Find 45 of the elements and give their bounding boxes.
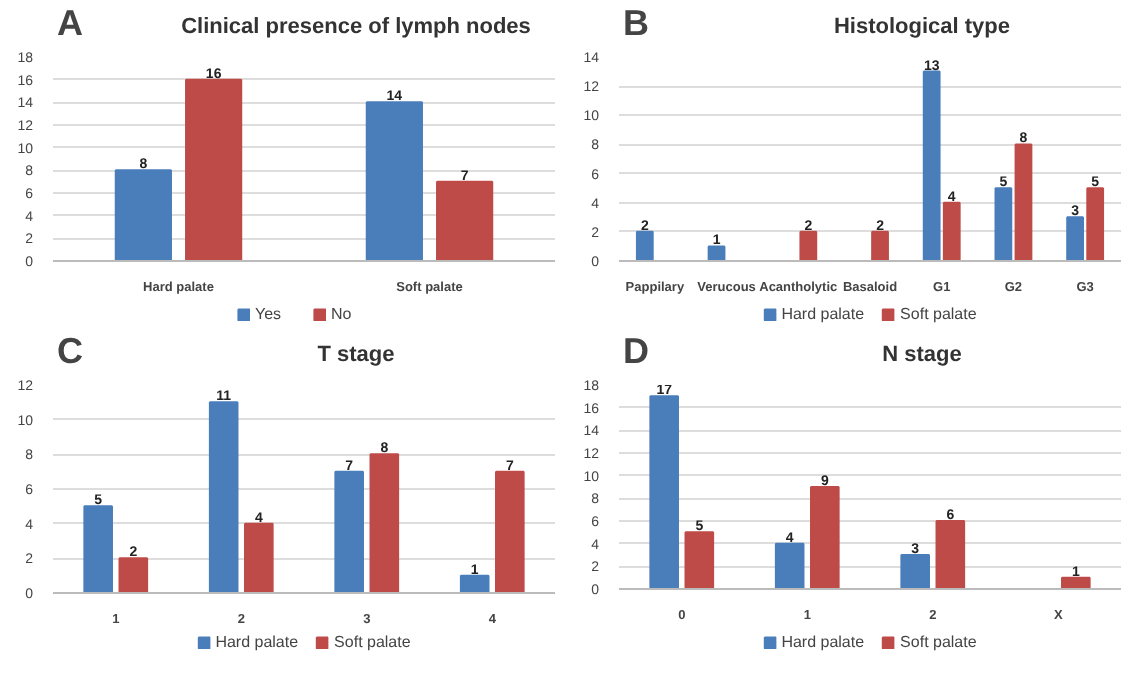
bar xyxy=(334,470,364,593)
bar xyxy=(810,486,840,589)
text: D xyxy=(623,331,649,371)
bar xyxy=(436,180,494,261)
bar xyxy=(707,245,726,261)
bar xyxy=(774,542,805,589)
bar xyxy=(1066,216,1084,261)
bar xyxy=(459,574,490,593)
chart-title: Histological type xyxy=(833,15,1011,39)
legend-label: Soft palate xyxy=(334,633,411,651)
legend-label: Hard palate xyxy=(781,305,865,323)
bar xyxy=(684,531,715,589)
text: B xyxy=(623,3,649,43)
bar xyxy=(942,201,961,261)
legend-label: Soft palate xyxy=(900,305,977,323)
legend-label: Yes xyxy=(255,305,284,323)
bar xyxy=(935,520,966,589)
text: C xyxy=(57,331,83,371)
legend-label: No xyxy=(331,305,354,323)
chart-title: Clinical presence of lymph nodes xyxy=(181,15,531,39)
chart-title: T stage xyxy=(317,343,395,367)
bar xyxy=(649,395,679,589)
bar xyxy=(871,230,889,261)
bar xyxy=(1014,143,1033,261)
legend-label: Soft palate xyxy=(900,633,977,651)
text: A xyxy=(57,3,83,43)
bar xyxy=(900,554,930,589)
bar xyxy=(994,187,1013,261)
bar xyxy=(799,230,818,261)
bar xyxy=(114,169,172,261)
bar xyxy=(83,505,113,593)
chart-title: N stage xyxy=(882,343,962,367)
bar xyxy=(185,78,243,261)
bar xyxy=(118,557,149,593)
bar xyxy=(244,522,274,593)
bar xyxy=(1086,187,1105,261)
legend-label: Hard palate xyxy=(215,633,299,651)
bar xyxy=(495,470,525,593)
bar xyxy=(1061,576,1091,589)
bar xyxy=(635,230,654,261)
bar xyxy=(208,401,239,593)
bar xyxy=(922,70,941,261)
legend-label: Hard palate xyxy=(781,633,865,651)
bar xyxy=(369,453,400,593)
bar xyxy=(365,101,423,261)
